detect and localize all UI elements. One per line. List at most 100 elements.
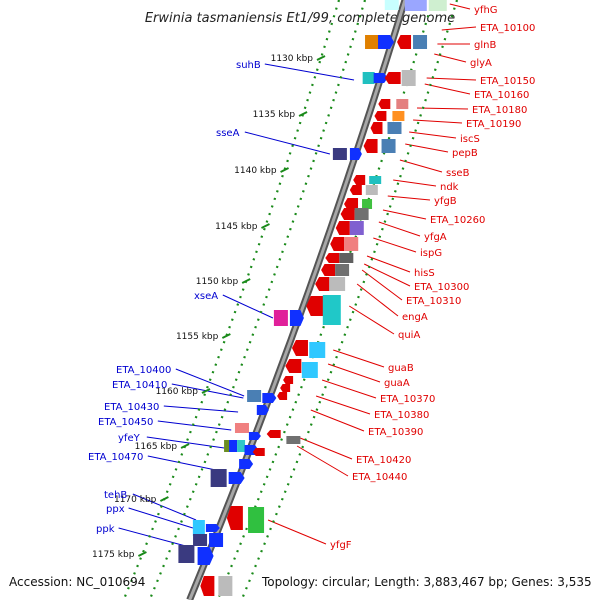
gene-arrow-reverse xyxy=(285,359,302,373)
tick-mark xyxy=(180,443,190,449)
leader-line-right xyxy=(333,349,385,368)
tick-label: 1145 kbp xyxy=(215,222,258,232)
gene-block xyxy=(384,0,399,10)
gene-label-eta_10390: ETA_10390 xyxy=(368,427,423,438)
gene-arrow-reverse xyxy=(363,139,378,153)
gene-block xyxy=(286,436,301,444)
gene-labels[interactable]: yfhG ETA_10100 glnB glyA ETA_10150 ETA_10160 E… xyxy=(88,5,535,551)
gene-block xyxy=(329,277,346,291)
gene-arrow-reverse xyxy=(335,221,350,235)
gene-label-eta_10440: ETA_10440 xyxy=(352,472,407,483)
leader-line-left xyxy=(264,63,355,81)
gene-label-eta_10180: ETA_10180 xyxy=(472,105,527,116)
genome-summary-text: Topology: circular; Length: 3,883,467 bp… xyxy=(261,575,592,589)
dotted-track xyxy=(148,0,367,600)
gene-arrow-reverse xyxy=(344,198,359,210)
gene-label-yfhg: yfhG xyxy=(474,5,498,16)
leader-line-right xyxy=(417,107,469,110)
gene-arrow-reverse xyxy=(321,264,336,276)
gene-label-eta_10380: ETA_10380 xyxy=(374,410,429,421)
gene-arrow-forward xyxy=(197,547,214,565)
tick-mark xyxy=(280,167,289,173)
leader-line-right xyxy=(399,159,443,173)
leader-line-right xyxy=(315,395,371,415)
gene-arrow-reverse xyxy=(397,35,412,49)
gene-block xyxy=(401,70,416,86)
gene-block xyxy=(365,35,380,49)
gene-block xyxy=(247,390,262,402)
tick-mark xyxy=(316,55,326,61)
gene-label-yfgb: yfgB xyxy=(434,196,457,207)
gene-label-eta_10400: ETA_10400 xyxy=(116,365,171,376)
tick-mark xyxy=(241,278,251,284)
tick-label: 1175 kbp xyxy=(92,550,135,560)
gene-block xyxy=(218,576,233,596)
gene-arrow-forward xyxy=(256,405,269,415)
gene-block xyxy=(193,534,208,546)
gene-block xyxy=(301,362,318,378)
gene-arrow-forward xyxy=(349,148,362,160)
gene-block xyxy=(362,199,373,209)
leader-line-right xyxy=(361,269,403,301)
leader-line-right xyxy=(363,263,411,287)
gene-label-sseb: sseB xyxy=(446,168,470,179)
leader-line-right xyxy=(366,255,411,273)
gene-block xyxy=(365,185,378,195)
leader-line-right xyxy=(387,195,431,201)
accession-text: Accession: NC_010694 xyxy=(9,575,145,589)
gene-block xyxy=(248,507,265,533)
leader-line-right xyxy=(321,379,377,399)
gene-arrow-forward xyxy=(378,35,395,49)
leader-line-right xyxy=(413,119,463,124)
gene-features xyxy=(178,0,447,596)
tick-label: 1155 kbp xyxy=(176,332,219,342)
genome-backbone xyxy=(186,0,409,600)
leader-line-left xyxy=(175,368,245,397)
gene-block xyxy=(404,0,427,11)
tick-label: 1130 kbp xyxy=(271,54,314,64)
leader-line-left xyxy=(222,294,274,319)
gene-label-iscs: iscS xyxy=(460,134,480,145)
leader-line-right xyxy=(405,143,449,153)
gene-label-eta_10370: ETA_10370 xyxy=(380,394,435,405)
gene-label-eta_10190: ETA_10190 xyxy=(466,119,521,130)
gene-block xyxy=(344,237,359,251)
leader-line-left xyxy=(132,493,197,521)
gene-label-eta_10410: ETA_10410 xyxy=(112,380,167,391)
gene-arrow-reverse xyxy=(384,72,401,84)
gene-arrow-reverse xyxy=(374,111,387,121)
gene-block xyxy=(309,342,326,358)
gene-block xyxy=(335,264,350,276)
dotted-track xyxy=(240,0,459,600)
gene-label-glnb: glnB xyxy=(474,40,496,51)
label-leader-lines xyxy=(118,3,477,547)
leader-line-right xyxy=(382,209,427,220)
gene-block xyxy=(229,440,238,452)
leader-line-left xyxy=(157,420,232,431)
leader-line-right xyxy=(296,445,349,477)
tick-mark xyxy=(261,223,270,229)
gene-arrow-reverse xyxy=(340,208,355,220)
gene-label-eta_10430: ETA_10430 xyxy=(104,402,159,413)
leader-line-left xyxy=(244,131,331,155)
gene-label-eta_10310: ETA_10310 xyxy=(406,296,461,307)
leader-line-right xyxy=(327,363,381,383)
gene-label-xsea: xseA xyxy=(194,291,218,302)
gene-block xyxy=(428,0,447,11)
gene-block xyxy=(210,469,227,487)
gene-label-eta_10450: ETA_10450 xyxy=(98,417,153,428)
leader-line-left xyxy=(163,405,239,413)
leader-line-left xyxy=(146,436,225,449)
gene-label-ndk: ndk xyxy=(440,182,459,193)
gene-arrow-forward xyxy=(239,459,254,469)
position-ticks: 1130 kbp 1135 kbp 1140 kbp 1145 kbp 1150 kbp… xyxy=(92,54,326,560)
gene-label-hiss: hisS xyxy=(414,268,435,279)
gene-block xyxy=(354,208,369,220)
tick-label: 1160 kbp xyxy=(156,387,199,397)
gene-block xyxy=(237,440,246,452)
gene-arrow-reverse xyxy=(378,99,391,109)
gene-arrow-forward xyxy=(289,310,304,326)
gene-block xyxy=(392,111,405,121)
gene-label-eta_10150: ETA_10150 xyxy=(480,76,535,87)
tick-label: 1150 kbp xyxy=(196,277,239,287)
